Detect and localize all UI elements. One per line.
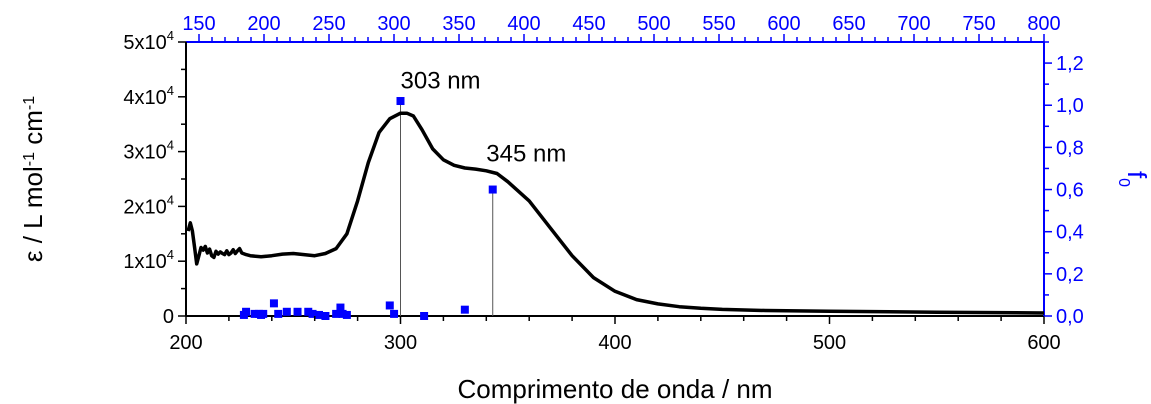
oscillator-point xyxy=(396,97,405,106)
oscillator-point xyxy=(314,310,323,319)
y-left-axis-title: ε / L mol-1 cm-1 xyxy=(18,96,48,262)
x-axis-title: Comprimento de onda / nm xyxy=(457,374,772,404)
y-right-tick-label: 1,0 xyxy=(1056,95,1084,117)
x-tick-label: 400 xyxy=(598,332,631,354)
oscillator-point xyxy=(321,312,330,320)
y-right-tick-label: 0,4 xyxy=(1056,222,1084,244)
oscillator-point xyxy=(274,309,283,318)
absorption-curve xyxy=(186,111,1045,315)
oscillator-point xyxy=(308,309,317,318)
oscillator-point xyxy=(332,309,341,318)
top-axis-tick-label: 200 xyxy=(247,13,280,35)
top-axis-tick-label: 250 xyxy=(312,13,345,35)
top-axis-tick-label: 750 xyxy=(962,13,995,35)
top-axis-tick-label: 450 xyxy=(572,13,605,35)
top-axis-tick-label: 500 xyxy=(637,13,670,35)
oscillator-point xyxy=(342,310,351,319)
oscillator-point xyxy=(269,299,278,308)
oscillator-point xyxy=(250,309,259,318)
y-right-tick-label: 0,6 xyxy=(1056,180,1084,202)
y-left-tick-label: 3x104 xyxy=(123,138,174,164)
y-right-axis-title: f0 xyxy=(1116,171,1151,187)
oscillator-point xyxy=(282,307,291,316)
top-axis-tick-label: 150 xyxy=(182,13,215,35)
x-tick-label: 500 xyxy=(813,332,846,354)
oscillator-point xyxy=(336,303,345,312)
y-left-tick-label: 0 xyxy=(163,306,174,328)
top-axis-tick-label: 650 xyxy=(832,13,865,35)
top-axis-tick-label: 550 xyxy=(702,13,735,35)
top-axis-tick-label: 300 xyxy=(377,13,410,35)
peak-annotation: 345 nm xyxy=(486,140,566,167)
y-right-tick-label: 0,0 xyxy=(1056,306,1084,328)
y-left-tick-label: 2x104 xyxy=(123,192,174,218)
oscillator-point xyxy=(259,309,268,318)
x-tick-label: 300 xyxy=(384,332,417,354)
top-axis-tick-label: 400 xyxy=(507,13,540,35)
top-axis-tick-label: 700 xyxy=(897,13,930,35)
top-axis-tick-label: 800 xyxy=(1027,13,1060,35)
top-axis-tick-label: 350 xyxy=(442,13,475,35)
oscillator-point xyxy=(304,307,313,316)
y-left-tick-label: 4x104 xyxy=(123,83,174,109)
y-right-tick-label: 0,2 xyxy=(1056,264,1084,286)
top-axis-tick-label: 600 xyxy=(767,13,800,35)
oscillator-point xyxy=(385,301,394,310)
x-tick-label: 200 xyxy=(169,332,202,354)
y-right-tick-label: 0,8 xyxy=(1056,137,1084,159)
y-right-tick-label: 1,2 xyxy=(1056,53,1084,75)
oscillator-point xyxy=(242,307,251,316)
x-tick-label: 600 xyxy=(1027,332,1060,354)
oscillator-point xyxy=(390,309,399,318)
peak-annotation: 303 nm xyxy=(401,68,481,95)
oscillator-point xyxy=(293,307,302,316)
y-left-tick-label: 5x104 xyxy=(123,28,174,54)
oscillator-point xyxy=(488,185,497,194)
oscillator-point xyxy=(420,312,429,320)
oscillator-point xyxy=(338,309,347,318)
y-left-tick-label: 1x104 xyxy=(123,247,174,273)
oscillator-point xyxy=(460,305,469,314)
